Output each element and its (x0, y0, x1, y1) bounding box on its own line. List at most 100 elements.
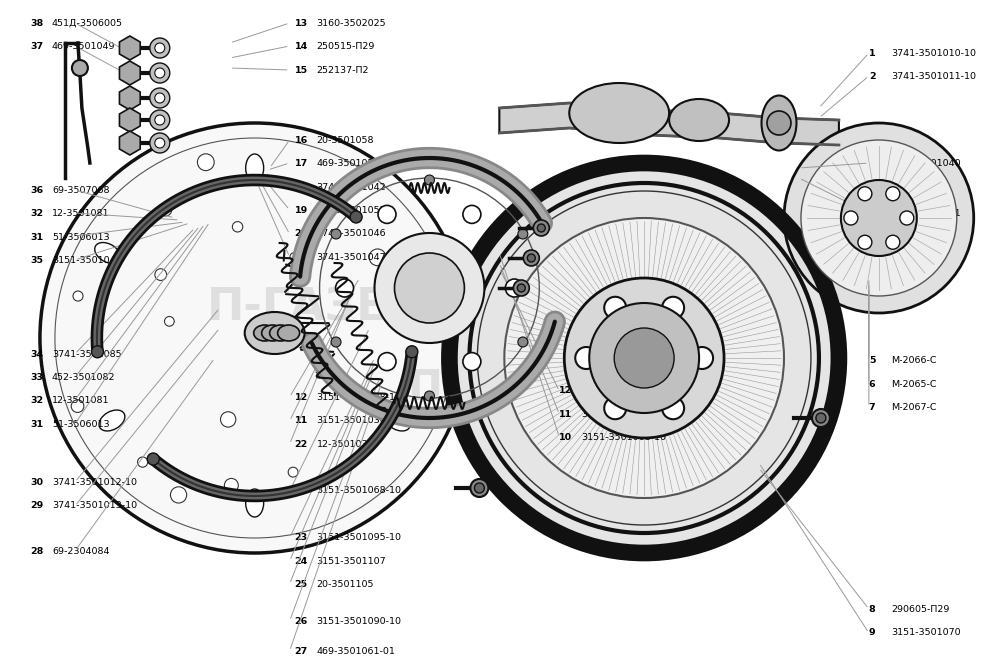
Circle shape (844, 211, 858, 225)
Text: М-2067-С: М-2067-С (891, 403, 936, 412)
Text: 3160-3502025: 3160-3502025 (317, 19, 386, 28)
Circle shape (470, 479, 488, 497)
Circle shape (232, 222, 243, 232)
Circle shape (155, 43, 165, 53)
Circle shape (424, 391, 434, 401)
Circle shape (155, 269, 167, 281)
Text: 16: 16 (295, 136, 308, 145)
Text: 69-2304084: 69-2304084 (52, 546, 109, 556)
Circle shape (784, 123, 974, 313)
Text: 34: 34 (30, 349, 43, 359)
Text: 10: 10 (295, 486, 308, 496)
Text: 12-3501081: 12-3501081 (52, 396, 109, 405)
Ellipse shape (99, 410, 125, 431)
Text: 3741-3501012-10: 3741-3501012-10 (52, 478, 137, 487)
Circle shape (858, 187, 872, 201)
Circle shape (197, 154, 214, 170)
Circle shape (150, 88, 170, 108)
Text: 31: 31 (30, 420, 43, 429)
Ellipse shape (389, 242, 415, 263)
Text: М-2065-С: М-2065-С (891, 379, 936, 389)
Circle shape (150, 133, 170, 153)
Ellipse shape (669, 99, 729, 141)
Circle shape (474, 483, 484, 493)
Text: 11: 11 (295, 416, 308, 426)
Text: 250515-П29: 250515-П29 (317, 42, 375, 51)
Text: 31: 31 (30, 232, 43, 242)
Circle shape (375, 233, 484, 343)
Text: 3151-3501048: 3151-3501048 (52, 256, 122, 265)
Text: 3741-3501040: 3741-3501040 (891, 159, 960, 168)
Text: 3741-3501046: 3741-3501046 (317, 229, 386, 238)
Circle shape (533, 220, 549, 236)
Text: 3151-3501028-10: 3151-3501028-10 (317, 393, 402, 402)
Circle shape (424, 175, 434, 185)
Circle shape (91, 346, 103, 358)
Text: 25: 25 (295, 580, 308, 589)
Text: 24: 24 (295, 556, 308, 566)
Text: 3741-3501085: 3741-3501085 (52, 349, 122, 359)
Text: 20-3501105: 20-3501105 (317, 580, 374, 589)
Circle shape (150, 63, 170, 83)
Circle shape (221, 411, 236, 427)
Circle shape (288, 467, 298, 477)
Circle shape (155, 68, 165, 78)
Ellipse shape (245, 312, 305, 354)
Text: 3151-3501095-10: 3151-3501095-10 (317, 533, 402, 542)
Text: 452-3501082: 452-3501082 (52, 373, 115, 382)
Circle shape (331, 337, 341, 347)
Text: М-2066-С: М-2066-С (891, 356, 936, 365)
Circle shape (812, 409, 830, 427)
Ellipse shape (569, 83, 669, 143)
Text: 3151-3501068-10: 3151-3501068-10 (581, 433, 666, 442)
Polygon shape (119, 61, 140, 85)
Ellipse shape (95, 242, 121, 263)
Text: 32: 32 (30, 396, 43, 405)
Circle shape (886, 235, 900, 249)
Text: 3151-3501107: 3151-3501107 (317, 556, 386, 566)
Circle shape (378, 205, 396, 223)
Text: 18: 18 (295, 182, 308, 192)
Text: 51-3506013: 51-3506013 (52, 232, 110, 242)
Circle shape (900, 211, 914, 225)
Circle shape (155, 138, 165, 148)
Text: 36: 36 (30, 186, 43, 195)
Text: 3741-3501041: 3741-3501041 (891, 209, 960, 218)
Circle shape (886, 187, 900, 201)
Circle shape (614, 328, 674, 388)
Circle shape (504, 218, 784, 498)
Circle shape (518, 229, 528, 239)
Text: 21: 21 (295, 253, 308, 262)
Circle shape (71, 399, 84, 412)
Polygon shape (119, 131, 140, 155)
Circle shape (662, 397, 684, 420)
Circle shape (331, 229, 341, 239)
Text: 22: 22 (295, 440, 308, 449)
Polygon shape (119, 36, 140, 60)
Ellipse shape (246, 154, 264, 182)
Text: 3151-3501070: 3151-3501070 (891, 628, 960, 637)
Circle shape (513, 280, 529, 296)
Circle shape (816, 413, 826, 423)
Text: 469-3501061-01: 469-3501061-01 (317, 647, 395, 656)
Circle shape (801, 140, 957, 296)
Circle shape (589, 303, 699, 413)
Ellipse shape (762, 96, 796, 150)
Text: П-ЛЕЗЯКА: П-ЛЕЗЯКА (408, 367, 651, 409)
Circle shape (575, 347, 597, 369)
Ellipse shape (278, 325, 300, 341)
Text: 27: 27 (295, 647, 308, 656)
Ellipse shape (246, 489, 264, 517)
Text: 12: 12 (295, 393, 308, 402)
Text: 19: 19 (295, 206, 308, 215)
Circle shape (159, 204, 172, 216)
Text: 3151-3501030-10: 3151-3501030-10 (581, 409, 666, 419)
Circle shape (378, 353, 396, 371)
Text: 12-3501035: 12-3501035 (317, 440, 374, 449)
Text: 3741-3501047: 3741-3501047 (317, 253, 386, 262)
Circle shape (369, 249, 386, 266)
Text: 14: 14 (295, 42, 308, 51)
Circle shape (224, 478, 238, 492)
Text: 12: 12 (559, 386, 573, 395)
Circle shape (138, 457, 148, 467)
